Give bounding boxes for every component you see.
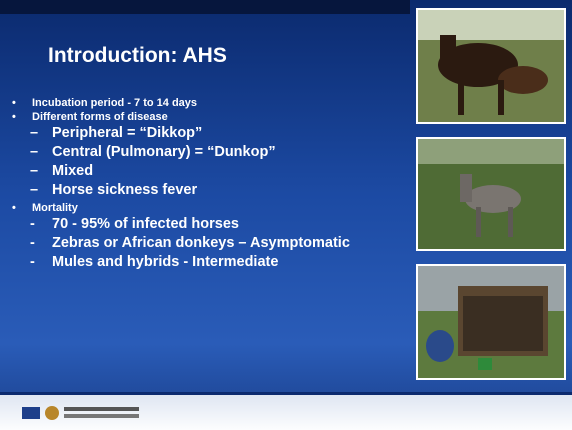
top-band — [0, 0, 410, 14]
slide-title: Introduction: AHS — [48, 44, 227, 68]
bullet-text: Different forms of disease — [32, 110, 168, 124]
sub-bullet: –Peripheral = “Dikkop” — [12, 125, 407, 142]
sub-text: Mixed — [52, 163, 93, 180]
bullet-list: •Incubation period - 7 to 14 days•Differ… — [12, 96, 407, 273]
photo-column — [416, 8, 566, 393]
sub-marker: - — [30, 216, 52, 233]
sub-text: 70 - 95% of infected horses — [52, 216, 239, 233]
sub-bullet: –Horse sickness fever — [12, 182, 407, 199]
sub-marker: - — [30, 235, 52, 252]
sub-bullet: -Zebras or African donkeys – Asymptomati… — [12, 235, 407, 252]
photo-stable — [416, 264, 566, 380]
slide: Introduction: AHS •Incubation period - 7… — [0, 0, 572, 430]
bullet-text: Mortality — [32, 201, 78, 215]
bullet-marker: • — [12, 201, 32, 215]
sub-marker: – — [30, 163, 52, 180]
sub-bullet: -Mules and hybrids - Intermediate — [12, 254, 407, 271]
photo-donkey — [416, 137, 566, 251]
sub-bullet: -70 - 95% of infected horses — [12, 216, 407, 233]
sub-marker: – — [30, 182, 52, 199]
sub-marker: - — [30, 254, 52, 271]
bullet-marker: • — [12, 96, 32, 110]
bullet-text: Incubation period - 7 to 14 days — [32, 96, 197, 110]
bullet: •Different forms of disease — [12, 110, 407, 124]
photo-horses — [416, 8, 566, 124]
sub-bullet: –Mixed — [12, 163, 407, 180]
bullet-marker: • — [12, 110, 32, 124]
bullet: •Incubation period - 7 to 14 days — [12, 96, 407, 110]
sub-text: Central (Pulmonary) = “Dunkop” — [52, 144, 276, 161]
bullet: •Mortality — [12, 201, 407, 215]
sub-text: Zebras or African donkeys – Asymptomatic — [52, 235, 350, 252]
sub-text: Mules and hybrids - Intermediate — [52, 254, 278, 271]
sub-marker: – — [30, 125, 52, 142]
footer — [0, 392, 572, 430]
sub-text: Horse sickness fever — [52, 182, 197, 199]
sub-marker: – — [30, 144, 52, 161]
sub-text: Peripheral = “Dikkop” — [52, 125, 202, 142]
footer-logo — [0, 395, 160, 430]
sub-bullet: –Central (Pulmonary) = “Dunkop” — [12, 144, 407, 161]
